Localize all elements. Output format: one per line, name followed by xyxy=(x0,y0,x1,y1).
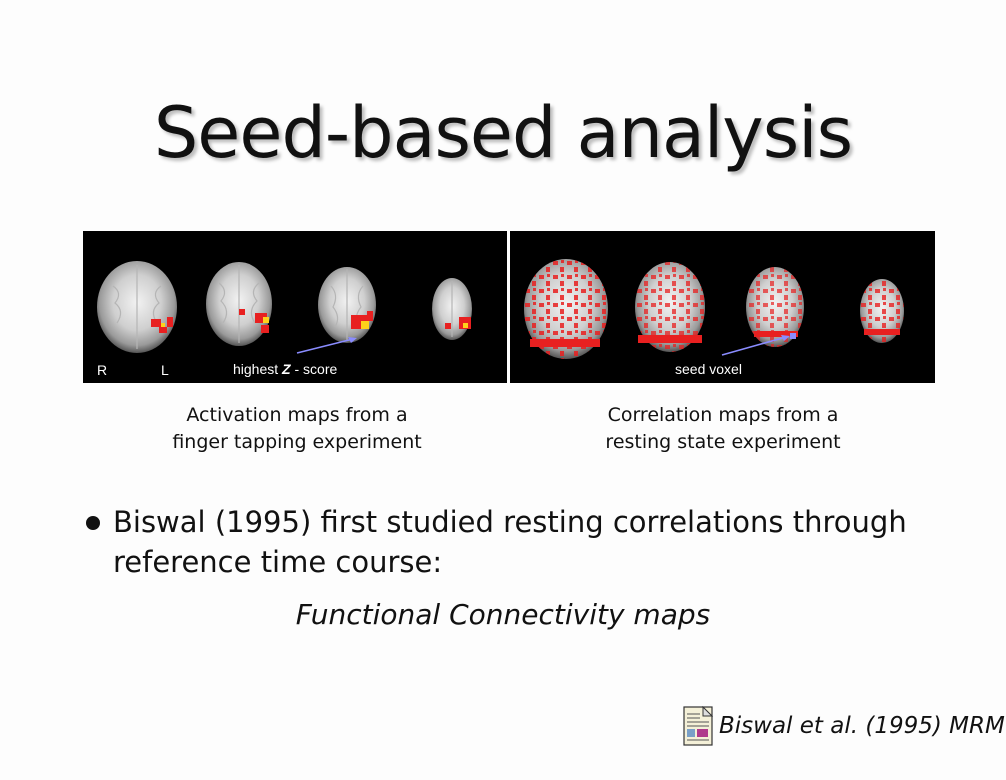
seed-voxel-arrow xyxy=(721,336,787,356)
activation-maps-image: R L highest Z - score xyxy=(83,231,507,383)
z-label-symbol: Z xyxy=(282,361,291,377)
bullet-line-1: Biswal (1995) first studied resting corr… xyxy=(113,505,907,539)
brain-slice-1-correlation xyxy=(524,259,608,359)
highest-z-score-label: highest Z - score xyxy=(233,361,337,377)
highest-z-arrow xyxy=(296,338,354,354)
right-hemisphere-label: R xyxy=(97,362,108,378)
reference-text[interactable]: Biswal et al. (1995) MRM xyxy=(719,713,1005,739)
activation-brain-slices xyxy=(97,261,472,354)
brain-slice-2-correlation xyxy=(635,262,705,352)
brain-slice-4-correlation xyxy=(860,279,904,343)
bullet-point: Biswal (1995) first studied resting corr… xyxy=(86,502,946,582)
correlation-brain-slices xyxy=(524,259,904,359)
bullet-line-2: reference time course: xyxy=(113,545,443,579)
bullet-dot-icon xyxy=(86,516,100,530)
activation-caption: Activation maps from a finger tapping ex… xyxy=(132,402,462,456)
correlation-caption-line-2: resting state experiment xyxy=(605,431,841,453)
correlation-maps-image: seed voxel xyxy=(510,231,935,383)
brain-slice-3-correlation xyxy=(746,267,804,347)
reference[interactable]: Biswal et al. (1995) MRM xyxy=(683,705,1005,747)
activation-caption-line-1: Activation maps from a xyxy=(186,404,408,426)
z-label-suffix: - score xyxy=(290,361,338,377)
seed-voxel-label: seed voxel xyxy=(675,361,742,377)
functional-connectivity-subtitle: Functional Connectivity maps xyxy=(295,598,711,631)
left-hemisphere-label: L xyxy=(161,362,169,378)
correlation-caption: Correlation maps from a resting state ex… xyxy=(558,402,888,456)
activation-caption-line-2: finger tapping experiment xyxy=(172,431,422,453)
z-label-prefix: highest xyxy=(233,361,283,377)
correlation-caption-line-1: Correlation maps from a xyxy=(607,404,839,426)
document-icon[interactable] xyxy=(683,706,713,746)
slide-title: Seed-based analysis xyxy=(153,92,853,174)
